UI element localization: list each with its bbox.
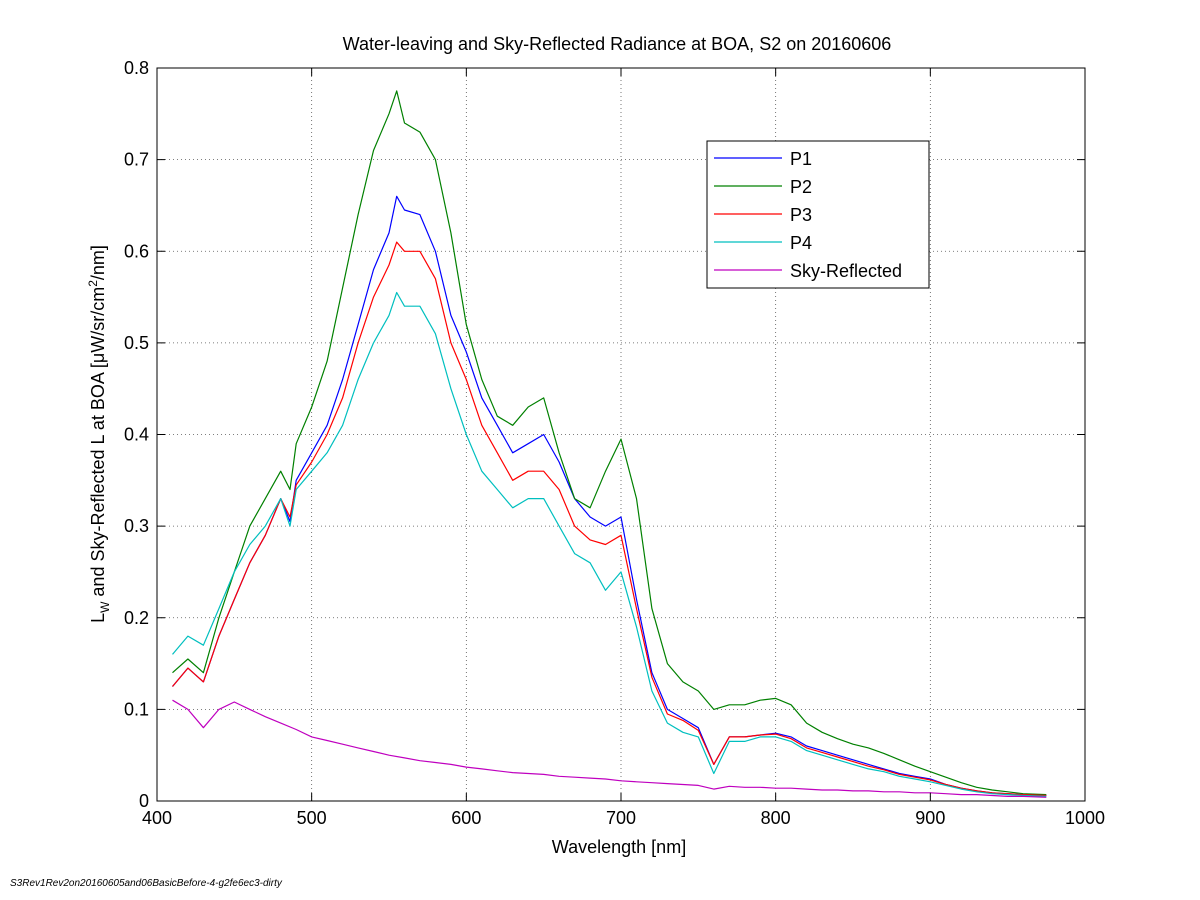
y-tick-label: 0.1 (124, 699, 149, 719)
y-tick-labels: 0 0.1 0.2 0.3 0.4 0.5 0.6 0.7 0.8 (124, 58, 149, 811)
footnote: S3Rev1Rev2on20160605and06BasicBefore-4-g… (10, 878, 282, 889)
x-tick-label: 800 (761, 808, 791, 828)
legend-label: P1 (790, 149, 812, 169)
y-label-end: /nm] (88, 245, 108, 280)
y-tick-label: 0.5 (124, 333, 149, 353)
axis-ticks (156, 67, 1086, 802)
series-line-sky-reflected (172, 699, 1047, 798)
legend-label: P4 (790, 233, 812, 253)
series-line-p1 (172, 195, 1047, 797)
y-label-mid: and Sky-Reflected L at BOA [μW/sr/cm (88, 287, 108, 602)
grid-lines (157, 68, 1085, 801)
legend: P1 P2 P3 P4 Sky-Reflected (706, 140, 930, 289)
y-tick-label: 0.2 (124, 608, 149, 628)
y-tick-label: 0.4 (124, 425, 149, 445)
y-tick-label: 0.8 (124, 58, 149, 78)
y-label-main: L (88, 613, 108, 623)
series-line-p3 (172, 241, 1047, 797)
y-tick-label: 0.6 (124, 241, 149, 261)
y-tick-label: 0.3 (124, 516, 149, 536)
radiance-chart: Water-leaving and Sky-Reflected Radiance… (86, 34, 1106, 857)
x-tick-label: 700 (606, 808, 636, 828)
series-line-p4 (172, 291, 1047, 797)
x-tick-label: 600 (451, 808, 481, 828)
chart-title: Water-leaving and Sky-Reflected Radiance… (343, 34, 892, 54)
series-lines (172, 90, 1047, 798)
y-axis-label: LW and Sky-Reflected L at BOA [μW/sr/cm2… (86, 245, 112, 623)
y-tick-label: 0 (139, 791, 149, 811)
x-tick-label: 1000 (1065, 808, 1105, 828)
y-label-sub: W (98, 601, 112, 613)
legend-items: P1 P2 P3 P4 Sky-Reflected (714, 149, 902, 281)
x-tick-labels: 400 500 600 700 800 900 1000 (142, 808, 1105, 828)
x-tick-label: 900 (915, 808, 945, 828)
legend-label: Sky-Reflected (790, 261, 902, 281)
x-tick-label: 400 (142, 808, 172, 828)
legend-label: P2 (790, 177, 812, 197)
x-axis-label: Wavelength [nm] (552, 837, 686, 857)
y-tick-label: 0.7 (124, 150, 149, 170)
series-line-p2 (172, 90, 1047, 796)
x-tick-label: 500 (297, 808, 327, 828)
y-label-sup: 2 (86, 280, 100, 287)
legend-label: P3 (790, 205, 812, 225)
